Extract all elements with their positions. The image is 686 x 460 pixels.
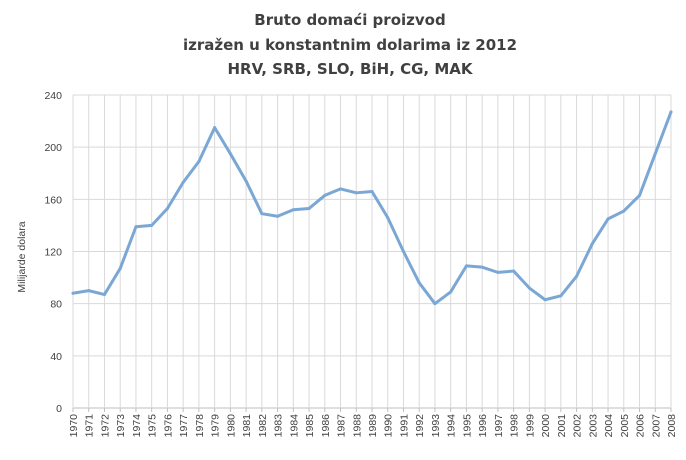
data-point (543, 298, 547, 302)
data-point (386, 216, 390, 220)
x-tick-label: 1988 (351, 414, 363, 438)
x-tick-label: 1971 (84, 414, 96, 438)
data-point (480, 265, 484, 269)
data-point (87, 289, 91, 293)
data-point (433, 302, 437, 306)
x-tick-labels: 1970 1971 1972 1973 1974 1975 1976 1977 1978 1979… (68, 414, 678, 438)
x-tick-label: 2004 (603, 414, 615, 438)
x-tick-label: 1980 (225, 414, 237, 438)
x-tick-label: 1972 (99, 414, 111, 438)
data-point (276, 214, 280, 218)
x-tick-label: 1976 (162, 414, 174, 438)
y-tick-label: 120 (44, 247, 62, 259)
y-tick-label: 80 (50, 299, 62, 311)
x-tick-label: 2002 (572, 414, 584, 438)
x-tick-label: 2000 (540, 414, 552, 438)
chart-title-line-3: HRV, SRB, SLO, BiH, CG, MAK (227, 60, 473, 78)
x-tick-label: 1998 (509, 414, 521, 438)
data-point (244, 179, 248, 183)
data-point (370, 190, 374, 194)
x-tick-label: 1978 (194, 414, 206, 438)
data-point (417, 281, 421, 285)
y-tick-label: 160 (44, 194, 62, 206)
x-tick-label: 1991 (398, 414, 410, 438)
x-tick-label: 1995 (461, 414, 473, 438)
x-tick-label: 1994 (446, 414, 458, 438)
x-tick-label: 1986 (320, 414, 332, 438)
data-point (638, 193, 642, 197)
x-tick-label: 2003 (587, 414, 599, 438)
data-point (213, 126, 217, 130)
data-point (339, 187, 343, 191)
x-tick-label: 1977 (178, 414, 190, 438)
x-tick-label: 1974 (131, 414, 143, 438)
data-point (323, 193, 327, 197)
x-tick-label: 2001 (556, 414, 568, 438)
x-tick-label: 1999 (524, 414, 536, 438)
x-tick-label: 1973 (115, 414, 127, 438)
x-tick-label: 2006 (635, 414, 647, 438)
y-tick-label: 40 (50, 351, 62, 363)
data-point (653, 152, 657, 156)
data-point (102, 293, 106, 297)
data-point (496, 270, 500, 274)
data-point (559, 294, 563, 298)
x-tick-label: 2007 (650, 414, 662, 438)
data-point (118, 266, 122, 270)
data-point (307, 206, 311, 210)
data-point (228, 152, 232, 156)
x-tick-label: 1985 (304, 414, 316, 438)
data-point (606, 217, 610, 221)
chart-title-line-2: izražen u konstantnim dolarima iz 2012 (183, 36, 517, 54)
data-point (669, 110, 673, 114)
data-point (165, 206, 169, 210)
x-tick-label: 1993 (430, 414, 442, 438)
data-point (181, 180, 185, 184)
y-tick-labels: 0 40 80 120 160 200 240 (44, 90, 62, 415)
x-tick-label: 1981 (241, 414, 253, 438)
data-point (590, 242, 594, 246)
x-tick-label: 2008 (666, 414, 678, 438)
data-point (464, 264, 468, 268)
y-tick-label: 0 (56, 403, 62, 415)
gridlines (72, 94, 672, 412)
data-point (575, 274, 579, 278)
data-point (71, 291, 75, 295)
x-tick-label: 1987 (336, 414, 348, 438)
x-tick-label: 1990 (383, 414, 395, 438)
data-point (134, 225, 138, 229)
x-tick-label: 1997 (493, 414, 505, 438)
x-tick-label: 2005 (619, 414, 631, 438)
y-tick-label: 240 (44, 90, 62, 102)
data-point (197, 160, 201, 164)
x-tick-label: 1996 (477, 414, 489, 438)
data-point (512, 269, 516, 273)
x-tick-label: 1982 (257, 414, 269, 438)
series-group (71, 110, 673, 306)
y-tick-label: 200 (44, 142, 62, 154)
data-point (291, 208, 295, 212)
y-axis-title: Milijarde dolara (16, 221, 28, 292)
data-point (354, 191, 358, 195)
x-tick-label: 1992 (414, 414, 426, 438)
data-point (527, 286, 531, 290)
data-point (622, 209, 626, 213)
x-tick-label: 1979 (210, 414, 222, 438)
chart-title-line-1: Bruto domaći proizvod (254, 11, 445, 29)
x-tick-label: 1989 (367, 414, 379, 438)
data-point (260, 212, 264, 216)
data-point (401, 250, 405, 253)
x-tick-label: 1975 (147, 414, 159, 438)
data-point (150, 223, 154, 227)
x-tick-label: 1983 (273, 414, 285, 438)
x-tick-label: 1970 (68, 414, 80, 438)
data-point (449, 290, 453, 294)
x-tick-label: 1984 (288, 414, 300, 438)
